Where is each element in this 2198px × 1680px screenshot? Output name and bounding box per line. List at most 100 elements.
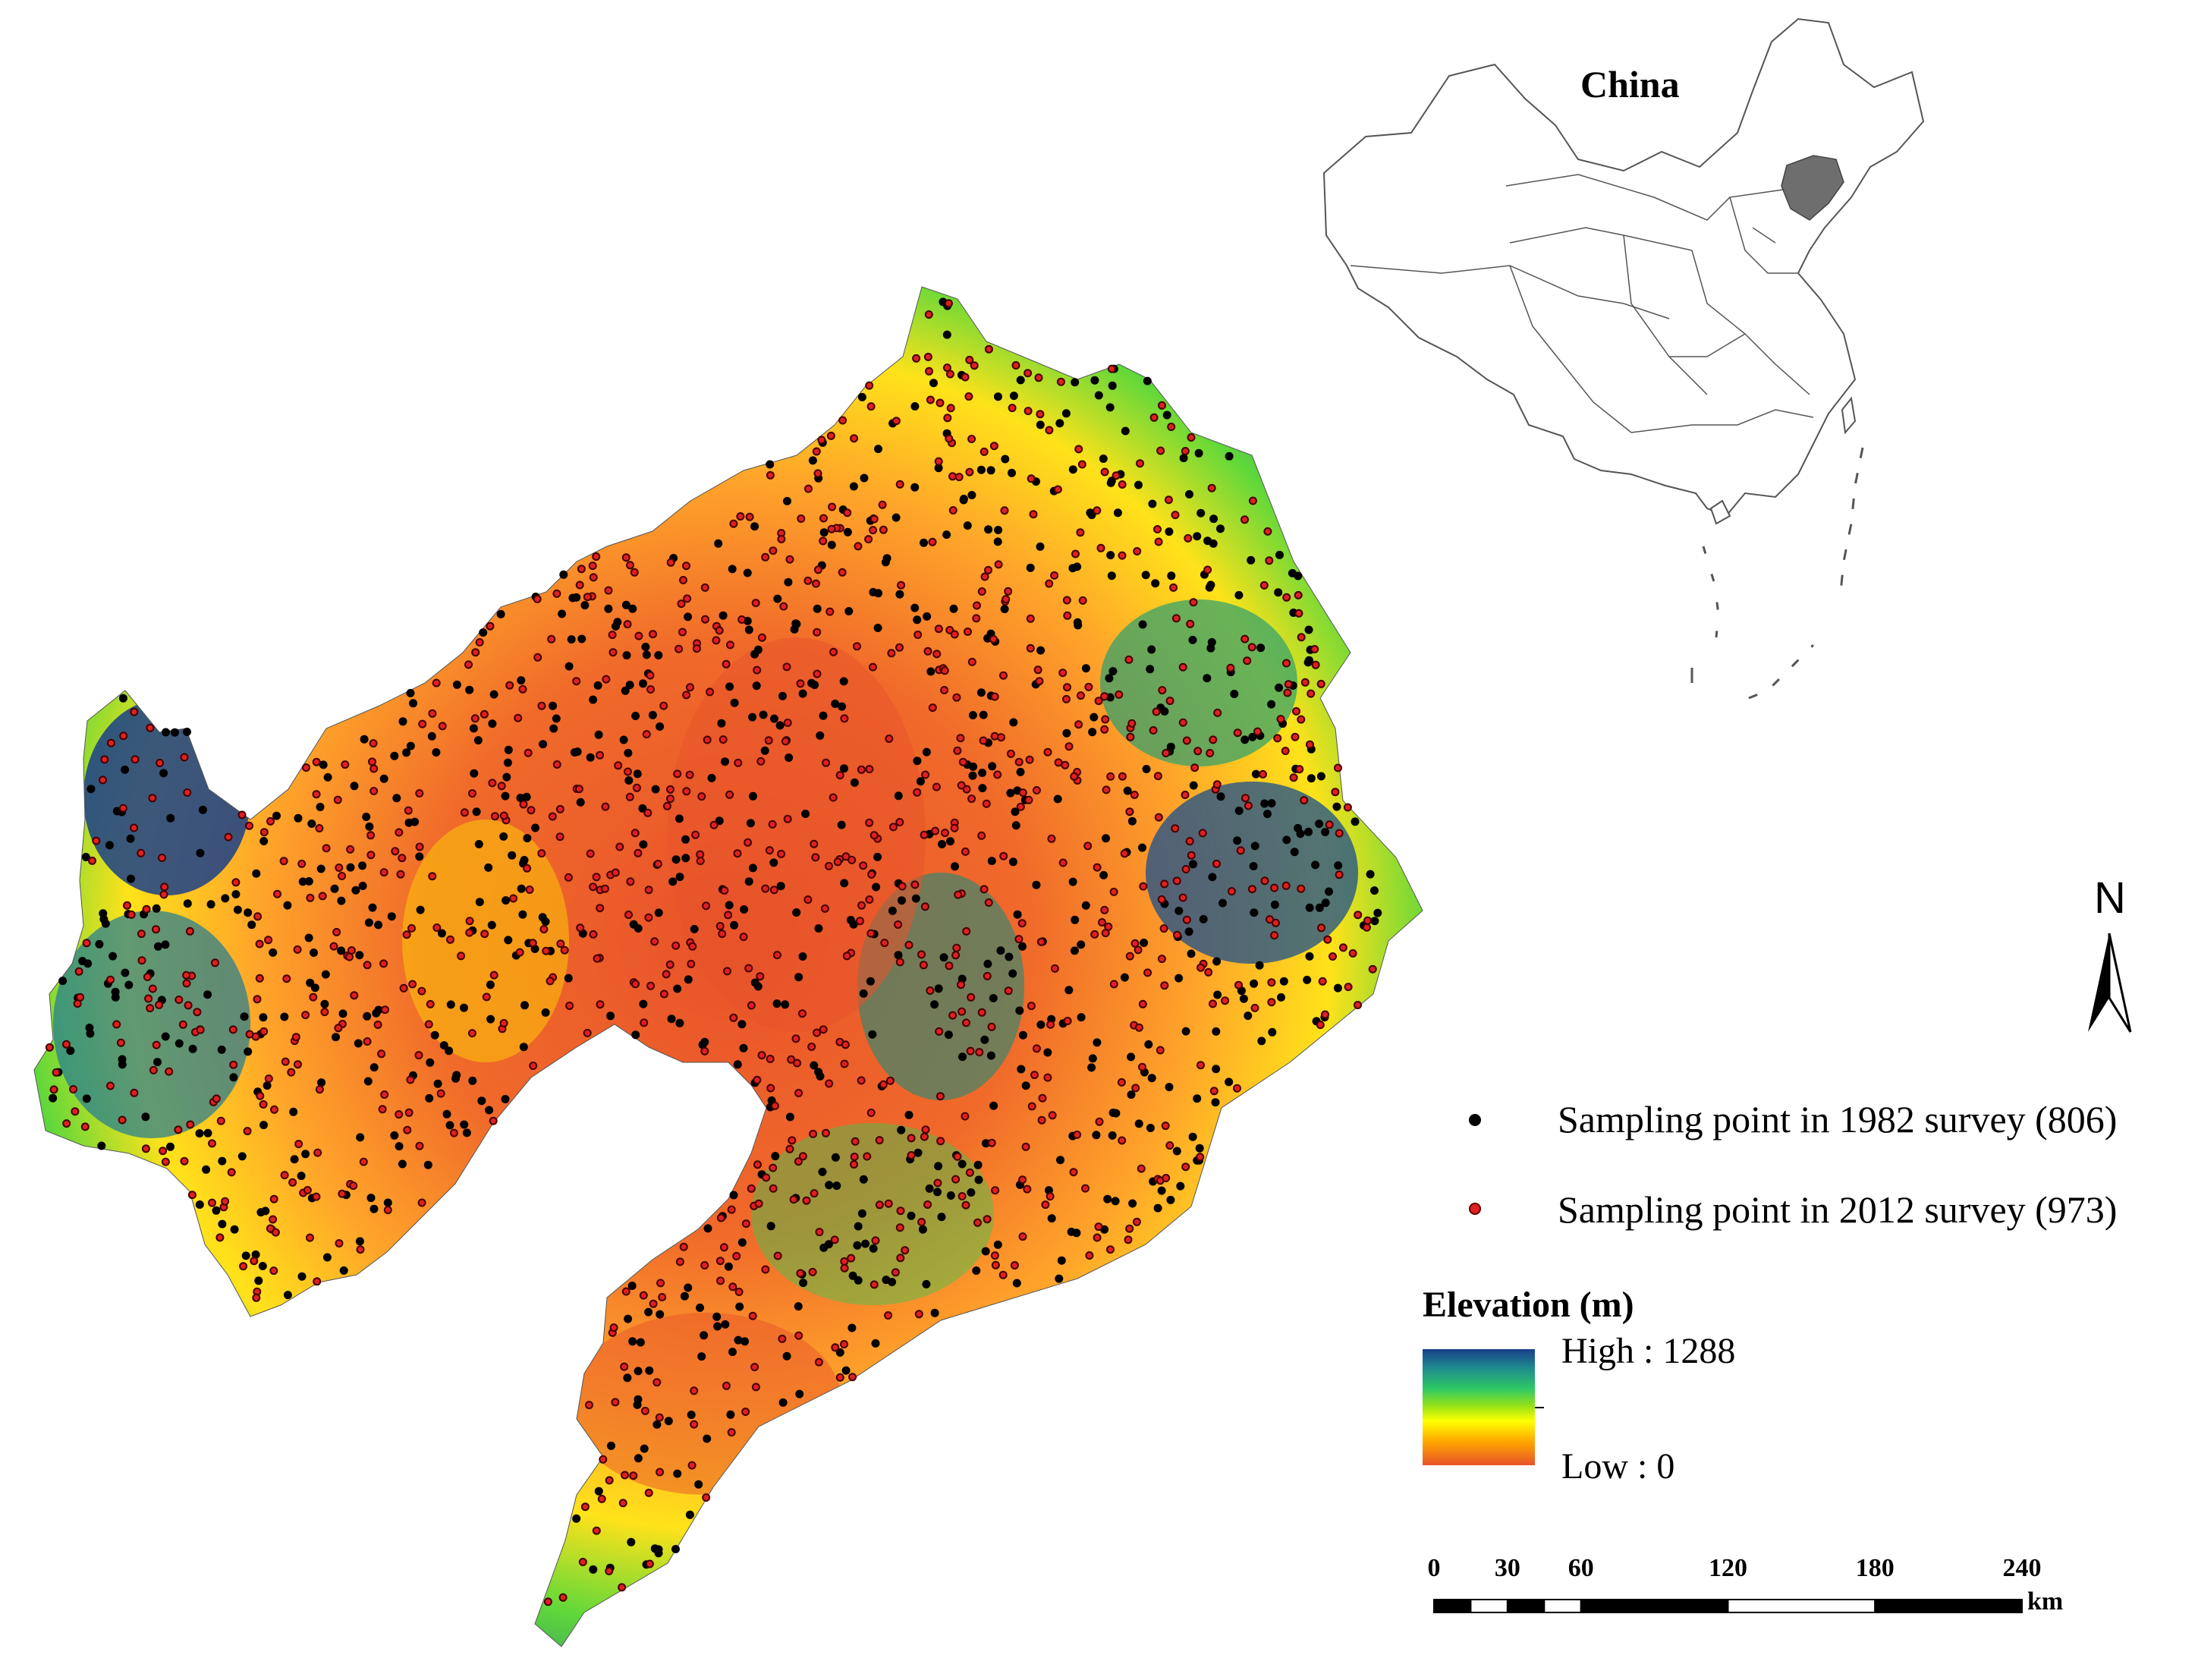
sampling-point: [945, 370, 954, 379]
sampling-point: [409, 699, 417, 708]
sampling-point: [854, 1222, 863, 1231]
sampling-point: [106, 1081, 115, 1090]
sampling-point: [1316, 772, 1325, 781]
sampling-point: [933, 1188, 942, 1197]
sampling-point: [568, 593, 577, 602]
sampling-point: [827, 524, 836, 533]
sampling-point: [967, 1188, 976, 1197]
sampling-point: [989, 442, 998, 451]
sampling-point: [593, 681, 602, 690]
sampling-point: [1120, 849, 1129, 858]
sampling-point: [981, 1139, 990, 1148]
sampling-point: [861, 1239, 870, 1248]
sampling-point: [941, 829, 949, 838]
sampling-point: [589, 882, 598, 892]
sampling-point: [866, 1109, 876, 1117]
sampling-point: [137, 848, 146, 857]
sampling-point: [1234, 590, 1244, 599]
sampling-point: [978, 769, 987, 777]
sampling-point: [850, 778, 859, 787]
sampling-point: [1248, 496, 1257, 505]
sampling-point: [1106, 551, 1115, 560]
sampling-point: [822, 758, 831, 767]
sampling-point: [987, 1022, 996, 1031]
sampling-point: [121, 968, 130, 977]
sampling-point: [782, 662, 791, 672]
sampling-point: [652, 1420, 662, 1429]
sampling-point: [891, 1268, 900, 1277]
sampling-point: [552, 589, 561, 598]
sampling-point: [697, 1352, 706, 1361]
sampling-point: [991, 1260, 1000, 1269]
sampling-point: [741, 1337, 750, 1346]
sampling-point: [1027, 1002, 1036, 1011]
sampling-point: [1233, 836, 1242, 845]
sampling-point: [812, 447, 821, 456]
sampling-point: [1294, 823, 1303, 832]
sampling-point: [516, 794, 525, 802]
sampling-point: [1157, 955, 1166, 964]
sampling-point: [497, 782, 506, 791]
sampling-point: [989, 994, 998, 1002]
sampling-point: [349, 1181, 358, 1191]
sampling-point: [608, 631, 617, 640]
sampling-point: [1188, 1132, 1197, 1141]
sampling-point: [725, 901, 734, 910]
sampling-point: [621, 600, 630, 609]
sampling-point: [1118, 1136, 1127, 1145]
sampling-point: [839, 677, 848, 686]
sampling-point: [303, 1186, 312, 1194]
sampling-point: [1159, 924, 1168, 933]
sampling-point: [253, 995, 262, 1004]
sampling-point: [753, 1075, 762, 1084]
sampling-point: [505, 681, 514, 690]
sampling-point: [977, 1008, 986, 1017]
sampling-point: [869, 514, 879, 524]
sampling-point: [404, 818, 414, 827]
sampling-point: [998, 1270, 1008, 1279]
sampling-point: [560, 945, 569, 955]
sampling-point: [639, 840, 648, 849]
sampling-point: [847, 855, 857, 864]
sampling-point: [605, 1476, 614, 1485]
sampling-point: [1141, 571, 1150, 580]
sampling-point: [1209, 514, 1218, 524]
sampling-point: [330, 884, 339, 893]
sampling-point: [1017, 919, 1027, 928]
sampling-point: [1241, 515, 1249, 524]
sampling-point: [668, 877, 678, 886]
sampling-point: [888, 906, 897, 915]
elevation-color-ramp: [1423, 1349, 1535, 1465]
sampling-point: [813, 669, 822, 678]
sampling-point: [857, 392, 866, 401]
sampling-point: [741, 1219, 750, 1229]
sampling-point: [395, 1142, 404, 1151]
sampling-point: [666, 785, 674, 794]
sampling-point: [935, 1027, 944, 1036]
sampling-point: [1173, 930, 1181, 939]
sampling-point: [1095, 1117, 1104, 1126]
sampling-point: [761, 552, 770, 562]
sampling-point: [760, 746, 769, 755]
sampling-point: [803, 895, 813, 904]
sampling-point: [873, 852, 882, 861]
sampling-point: [1221, 996, 1230, 1005]
sampling-point: [322, 1253, 332, 1262]
sampling-point: [363, 1011, 372, 1021]
sampling-point: [1071, 378, 1080, 387]
sampling-point: [216, 1116, 225, 1125]
sampling-point: [640, 1406, 649, 1415]
sampling-point: [700, 1261, 709, 1269]
sampling-point: [779, 602, 788, 611]
sampling-point: [1011, 361, 1020, 370]
sampling-point: [1263, 527, 1272, 536]
sampling-point: [465, 917, 474, 926]
sampling-point: [983, 959, 992, 968]
sampling-point: [1260, 799, 1269, 808]
sampling-point: [280, 1012, 289, 1021]
sampling-point: [673, 984, 682, 993]
sampling-point: [1300, 678, 1310, 687]
sampling-point: [97, 1141, 106, 1150]
sampling-point: [142, 904, 151, 914]
sampling-point: [555, 804, 564, 813]
